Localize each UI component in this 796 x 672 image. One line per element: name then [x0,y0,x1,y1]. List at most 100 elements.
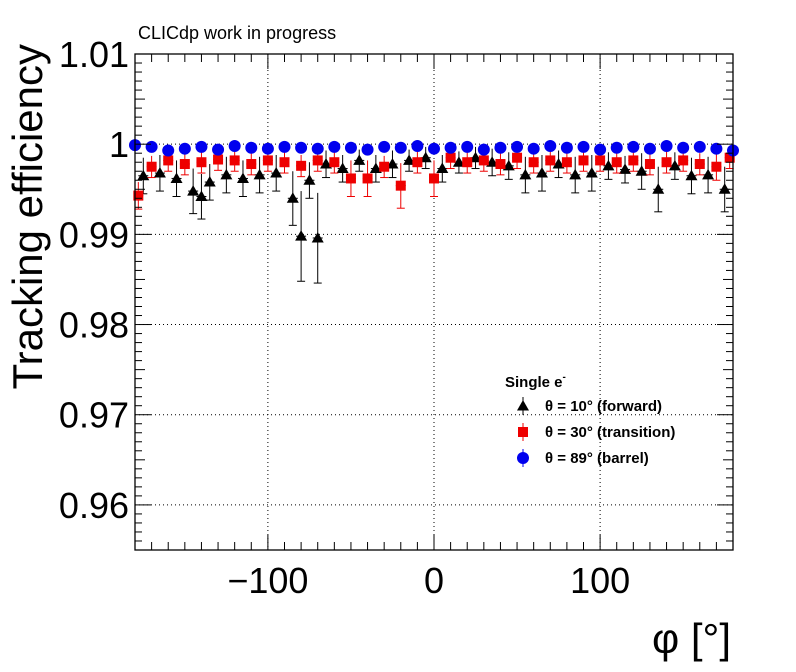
y-axis-label: Tracking efficiency [4,44,51,389]
data-point [552,158,565,169]
data-point [395,180,406,191]
data-point [545,155,556,166]
data-point [403,154,416,165]
data-point [660,139,673,152]
data-point [262,155,273,166]
data-point [635,165,648,176]
data-point [296,160,307,171]
data-point [320,158,333,169]
axis-ticks [134,53,734,551]
legend-marker [517,452,529,464]
data-point [527,142,540,155]
data-point [411,139,424,152]
data-point [133,190,144,201]
data-point [661,157,672,168]
data-point [643,142,656,155]
data-point [345,173,356,184]
legend-entries: θ = 10° (forward) θ = 30° (transition) θ =… [517,397,675,467]
x-tick-label: 100 [570,560,630,601]
data-point [594,143,607,156]
data-point [278,140,291,153]
legend-label: θ = 89° (barrel) [545,450,649,467]
x-tick-label: 0 [424,560,444,601]
data-point [145,140,158,153]
data-point [602,159,615,171]
legend-marker [518,427,528,437]
data-point [502,159,515,171]
data-point [336,162,349,174]
data-point [311,231,324,243]
data-point [428,142,440,155]
data-point [353,154,366,165]
data-point [196,157,207,168]
y-tick-label: 0.99 [59,214,129,255]
data-point [611,157,622,168]
y-tick-label: 0.97 [59,395,129,436]
y-tick-label: 0.96 [59,485,129,526]
data-point [344,141,357,154]
data-point [544,139,557,152]
data-point [519,168,532,180]
data-point [595,155,606,166]
data-point [361,143,374,156]
series-circle [129,139,739,157]
data-point [195,140,208,153]
data-point [677,141,690,154]
data-point [303,174,316,185]
data-point [245,141,258,154]
data-point [535,167,548,178]
data-point [477,143,490,156]
data-point [711,161,722,172]
data-point [163,155,174,166]
data-point [444,141,457,154]
grid-lines [135,54,733,550]
data-point [228,139,241,152]
data-point [724,152,735,163]
data-point [436,162,449,174]
data-point [668,159,681,171]
legend-title-text: Single e [505,374,563,391]
data-point [486,156,499,167]
data-point [229,155,240,166]
data-point [378,140,391,153]
legend-entry-triangle: θ = 10° (forward) [517,397,662,415]
legend-label: θ = 30° (transition) [545,424,675,441]
data-point [511,140,524,153]
data-point [379,161,390,172]
data-point [178,142,191,155]
data-point [170,172,183,183]
data-point [212,143,225,156]
series-square [133,146,735,210]
data-series [129,139,739,284]
data-point [412,157,423,168]
data-point [462,157,473,168]
data-point [328,140,341,153]
data-point [146,161,157,172]
data-point [469,151,482,163]
data-point [494,141,507,154]
data-point [644,159,655,170]
legend-label: θ = 10° (forward) [545,398,662,415]
data-point [561,157,572,168]
legend-title-superscript: - [563,372,566,383]
x-axis-label: φ [°] [652,615,731,662]
x-tick-label: −100 [227,560,308,601]
data-point [452,156,465,167]
data-point [685,169,698,181]
legend-entry-square: θ = 30° (transition) [518,423,675,441]
legend: Single e- θ = 10° (forward) θ = 30° (tran… [505,372,675,467]
data-point [362,173,373,184]
data-point [560,141,573,154]
y-tick-label: 1.01 [59,34,129,75]
data-point [585,167,598,178]
data-point [295,141,308,154]
data-point [495,159,506,170]
data-point [386,158,399,169]
data-point [628,155,639,166]
data-point [261,142,274,155]
data-point [610,141,623,154]
data-point [693,140,706,153]
data-point [279,157,290,168]
data-point [627,140,640,153]
